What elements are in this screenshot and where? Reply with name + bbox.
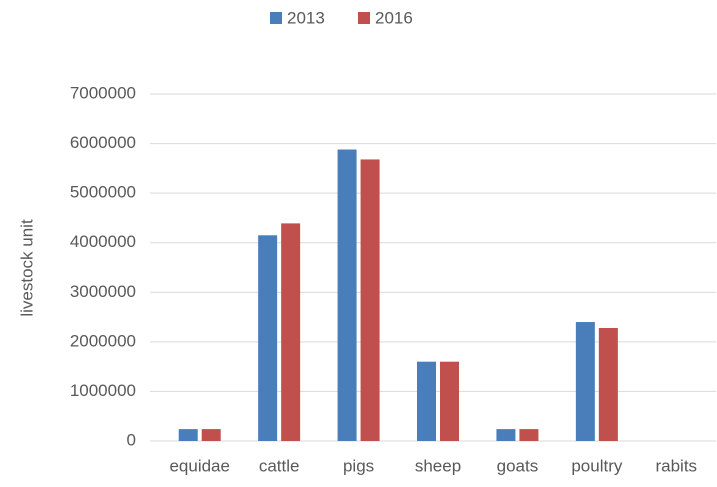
bar — [496, 429, 516, 441]
y-tick-label: 3000000 — [70, 282, 136, 301]
y-tick-label: 7000000 — [70, 83, 136, 102]
y-axis-title: livestock unit — [17, 219, 36, 317]
x-tick-label: sheep — [415, 456, 461, 475]
y-tick-label: 4000000 — [70, 232, 136, 251]
x-tick-label: goats — [497, 456, 539, 475]
y-tick-label: 6000000 — [70, 133, 136, 152]
legend-label: 2013 — [287, 8, 325, 27]
bar — [258, 235, 278, 441]
legend-swatch — [270, 12, 282, 24]
y-tick-label: 0 — [127, 430, 136, 449]
bar — [519, 429, 539, 441]
x-tick-label: pigs — [343, 456, 374, 475]
y-tick-label: 5000000 — [70, 183, 136, 202]
bar — [281, 223, 301, 441]
x-tick-label: equidae — [169, 456, 230, 475]
bar — [417, 361, 436, 441]
y-tick-label: 2000000 — [70, 331, 136, 350]
y-tick-label: 1000000 — [70, 381, 136, 400]
bar — [598, 327, 618, 441]
bar — [201, 429, 221, 441]
bar — [360, 159, 380, 442]
bar — [440, 361, 459, 441]
bar — [337, 149, 357, 441]
x-tick-label: cattle — [259, 456, 300, 475]
legend-swatch — [358, 12, 370, 24]
bar — [178, 429, 198, 441]
x-tick-label: poultry — [571, 456, 623, 475]
x-tick-label: rabits — [655, 456, 697, 475]
bar — [575, 322, 595, 441]
legend-label: 2016 — [375, 8, 413, 27]
